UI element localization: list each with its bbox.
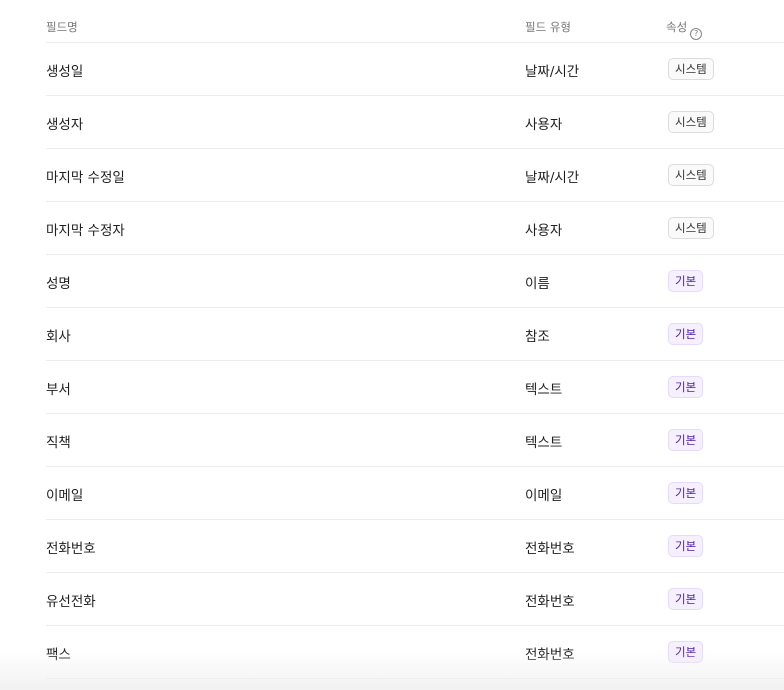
field-type: 날짜/시간 <box>525 170 580 186</box>
attribute-badge: 기본 <box>668 588 704 610</box>
field-name: 전화번호 <box>46 541 96 557</box>
attribute-cell: 기본 <box>668 588 704 610</box>
field-type: 날짜/시간 <box>525 64 580 80</box>
field-type: 전화번호 <box>525 541 575 557</box>
field-type: 텍스트 <box>525 382 563 398</box>
table-row[interactable]: 회사 참조 기본 <box>46 308 784 361</box>
attribute-cell: 시스템 <box>668 164 714 186</box>
attribute-badge: 시스템 <box>668 58 714 80</box>
fields-table: 필드명 필드 유형 속성? 생성일 날짜/시간 시스템 생성자 사용자 시스템 마지… <box>46 10 784 679</box>
field-type: 참조 <box>525 329 550 345</box>
header-attribute-label: 속성 <box>666 20 688 34</box>
table-row[interactable]: 직책 텍스트 기본 <box>46 414 784 467</box>
field-name: 회사 <box>46 329 71 345</box>
attribute-cell: 기본 <box>668 429 704 451</box>
header-field-name: 필드명 <box>46 20 78 34</box>
field-type: 텍스트 <box>525 435 563 451</box>
table-row[interactable]: 전화번호 전화번호 기본 <box>46 520 784 573</box>
header-attribute: 속성? <box>666 19 703 40</box>
attribute-cell: 기본 <box>668 376 704 398</box>
field-name: 유선전화 <box>46 594 96 610</box>
attribute-badge: 기본 <box>668 270 704 292</box>
attribute-badge: 기본 <box>668 376 704 398</box>
field-name: 생성일 <box>46 64 84 80</box>
header-field-type: 필드 유형 <box>525 20 571 34</box>
field-type: 전화번호 <box>525 594 575 610</box>
table-row[interactable]: 이메일 이메일 기본 <box>46 467 784 520</box>
table-row[interactable]: 유선전화 전화번호 기본 <box>46 573 784 626</box>
table-row[interactable]: 부서 텍스트 기본 <box>46 361 784 414</box>
field-type: 이름 <box>525 276 550 292</box>
attribute-badge: 기본 <box>668 323 704 345</box>
attribute-cell: 기본 <box>668 323 704 345</box>
attribute-badge: 기본 <box>668 535 704 557</box>
field-name: 마지막 수정일 <box>46 170 125 186</box>
attribute-badge: 시스템 <box>668 164 714 186</box>
field-type: 사용자 <box>525 117 563 133</box>
table-row[interactable]: 성명 이름 기본 <box>46 255 784 308</box>
table-row[interactable]: 마지막 수정일 날짜/시간 시스템 <box>46 149 784 202</box>
field-name: 이메일 <box>46 488 84 504</box>
table-row[interactable]: 생성일 날짜/시간 시스템 <box>46 43 784 96</box>
field-name: 성명 <box>46 276 71 292</box>
field-type: 이메일 <box>525 488 563 504</box>
field-name: 부서 <box>46 382 71 398</box>
attribute-cell: 기본 <box>668 482 704 504</box>
attribute-cell: 시스템 <box>668 58 714 80</box>
attribute-badge: 기본 <box>668 482 704 504</box>
attribute-badge: 기본 <box>668 429 704 451</box>
table-header: 필드명 필드 유형 속성? <box>46 10 784 43</box>
attribute-cell: 기본 <box>668 270 704 292</box>
attribute-cell: 기본 <box>668 535 704 557</box>
field-name: 직책 <box>46 435 71 451</box>
attribute-badge: 시스템 <box>668 111 714 133</box>
bottom-fade <box>0 650 784 690</box>
table-row[interactable]: 생성자 사용자 시스템 <box>46 96 784 149</box>
attribute-cell: 시스템 <box>668 111 714 133</box>
help-icon[interactable]: ? <box>690 28 703 40</box>
field-name: 생성자 <box>46 117 84 133</box>
field-type: 사용자 <box>525 223 563 239</box>
table-row[interactable]: 마지막 수정자 사용자 시스템 <box>46 202 784 255</box>
attribute-cell: 시스템 <box>668 217 714 239</box>
attribute-badge: 시스템 <box>668 217 714 239</box>
field-name: 마지막 수정자 <box>46 223 125 239</box>
